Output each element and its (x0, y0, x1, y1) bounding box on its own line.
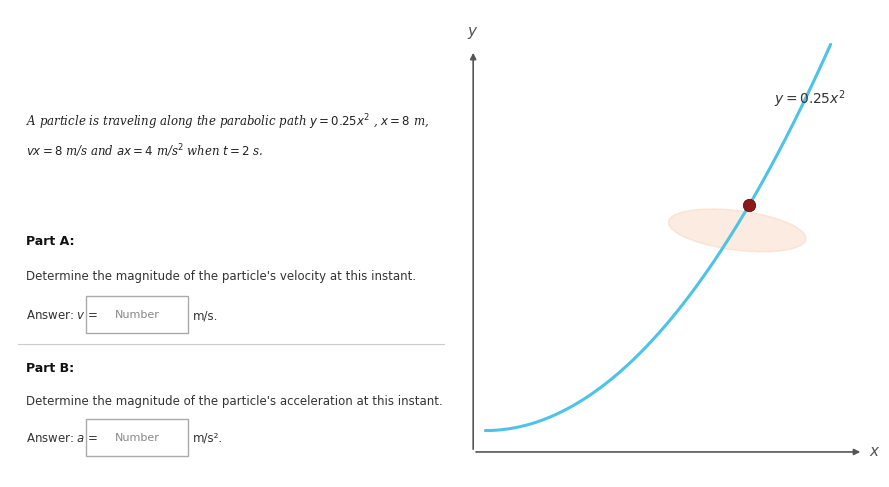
Text: Part B:: Part B: (27, 362, 75, 375)
Text: $x$: $x$ (869, 445, 881, 459)
Text: A particle is traveling along the parabolic path $y = 0.25x^2$ , $x = 8$ m,: A particle is traveling along the parabo… (27, 112, 429, 131)
FancyBboxPatch shape (86, 419, 188, 456)
Text: Part A:: Part A: (27, 235, 75, 248)
Text: Answer: $v$ =: Answer: $v$ = (27, 309, 99, 322)
Text: Answer: $a$ =: Answer: $a$ = (27, 432, 99, 445)
Ellipse shape (669, 209, 806, 252)
Point (742, 201, 757, 208)
Text: $vx = 8$ m/s and $ax = 4$ m/s$^2$ when $t = 2$ s.: $vx = 8$ m/s and $ax = 4$ m/s$^2$ when $… (27, 143, 264, 160)
FancyBboxPatch shape (86, 296, 188, 333)
Text: $y = 0.25x^2$: $y = 0.25x^2$ (773, 88, 845, 110)
Text: Number: Number (115, 310, 160, 320)
Text: Determine the magnitude of the particle's acceleration at this instant.: Determine the magnitude of the particle'… (27, 394, 443, 408)
Text: m/s².: m/s². (193, 432, 223, 445)
Text: Number: Number (115, 432, 160, 443)
Text: m/s.: m/s. (193, 309, 218, 322)
Text: $y$: $y$ (468, 25, 479, 41)
Text: Determine the magnitude of the particle's velocity at this instant.: Determine the magnitude of the particle'… (27, 270, 416, 283)
